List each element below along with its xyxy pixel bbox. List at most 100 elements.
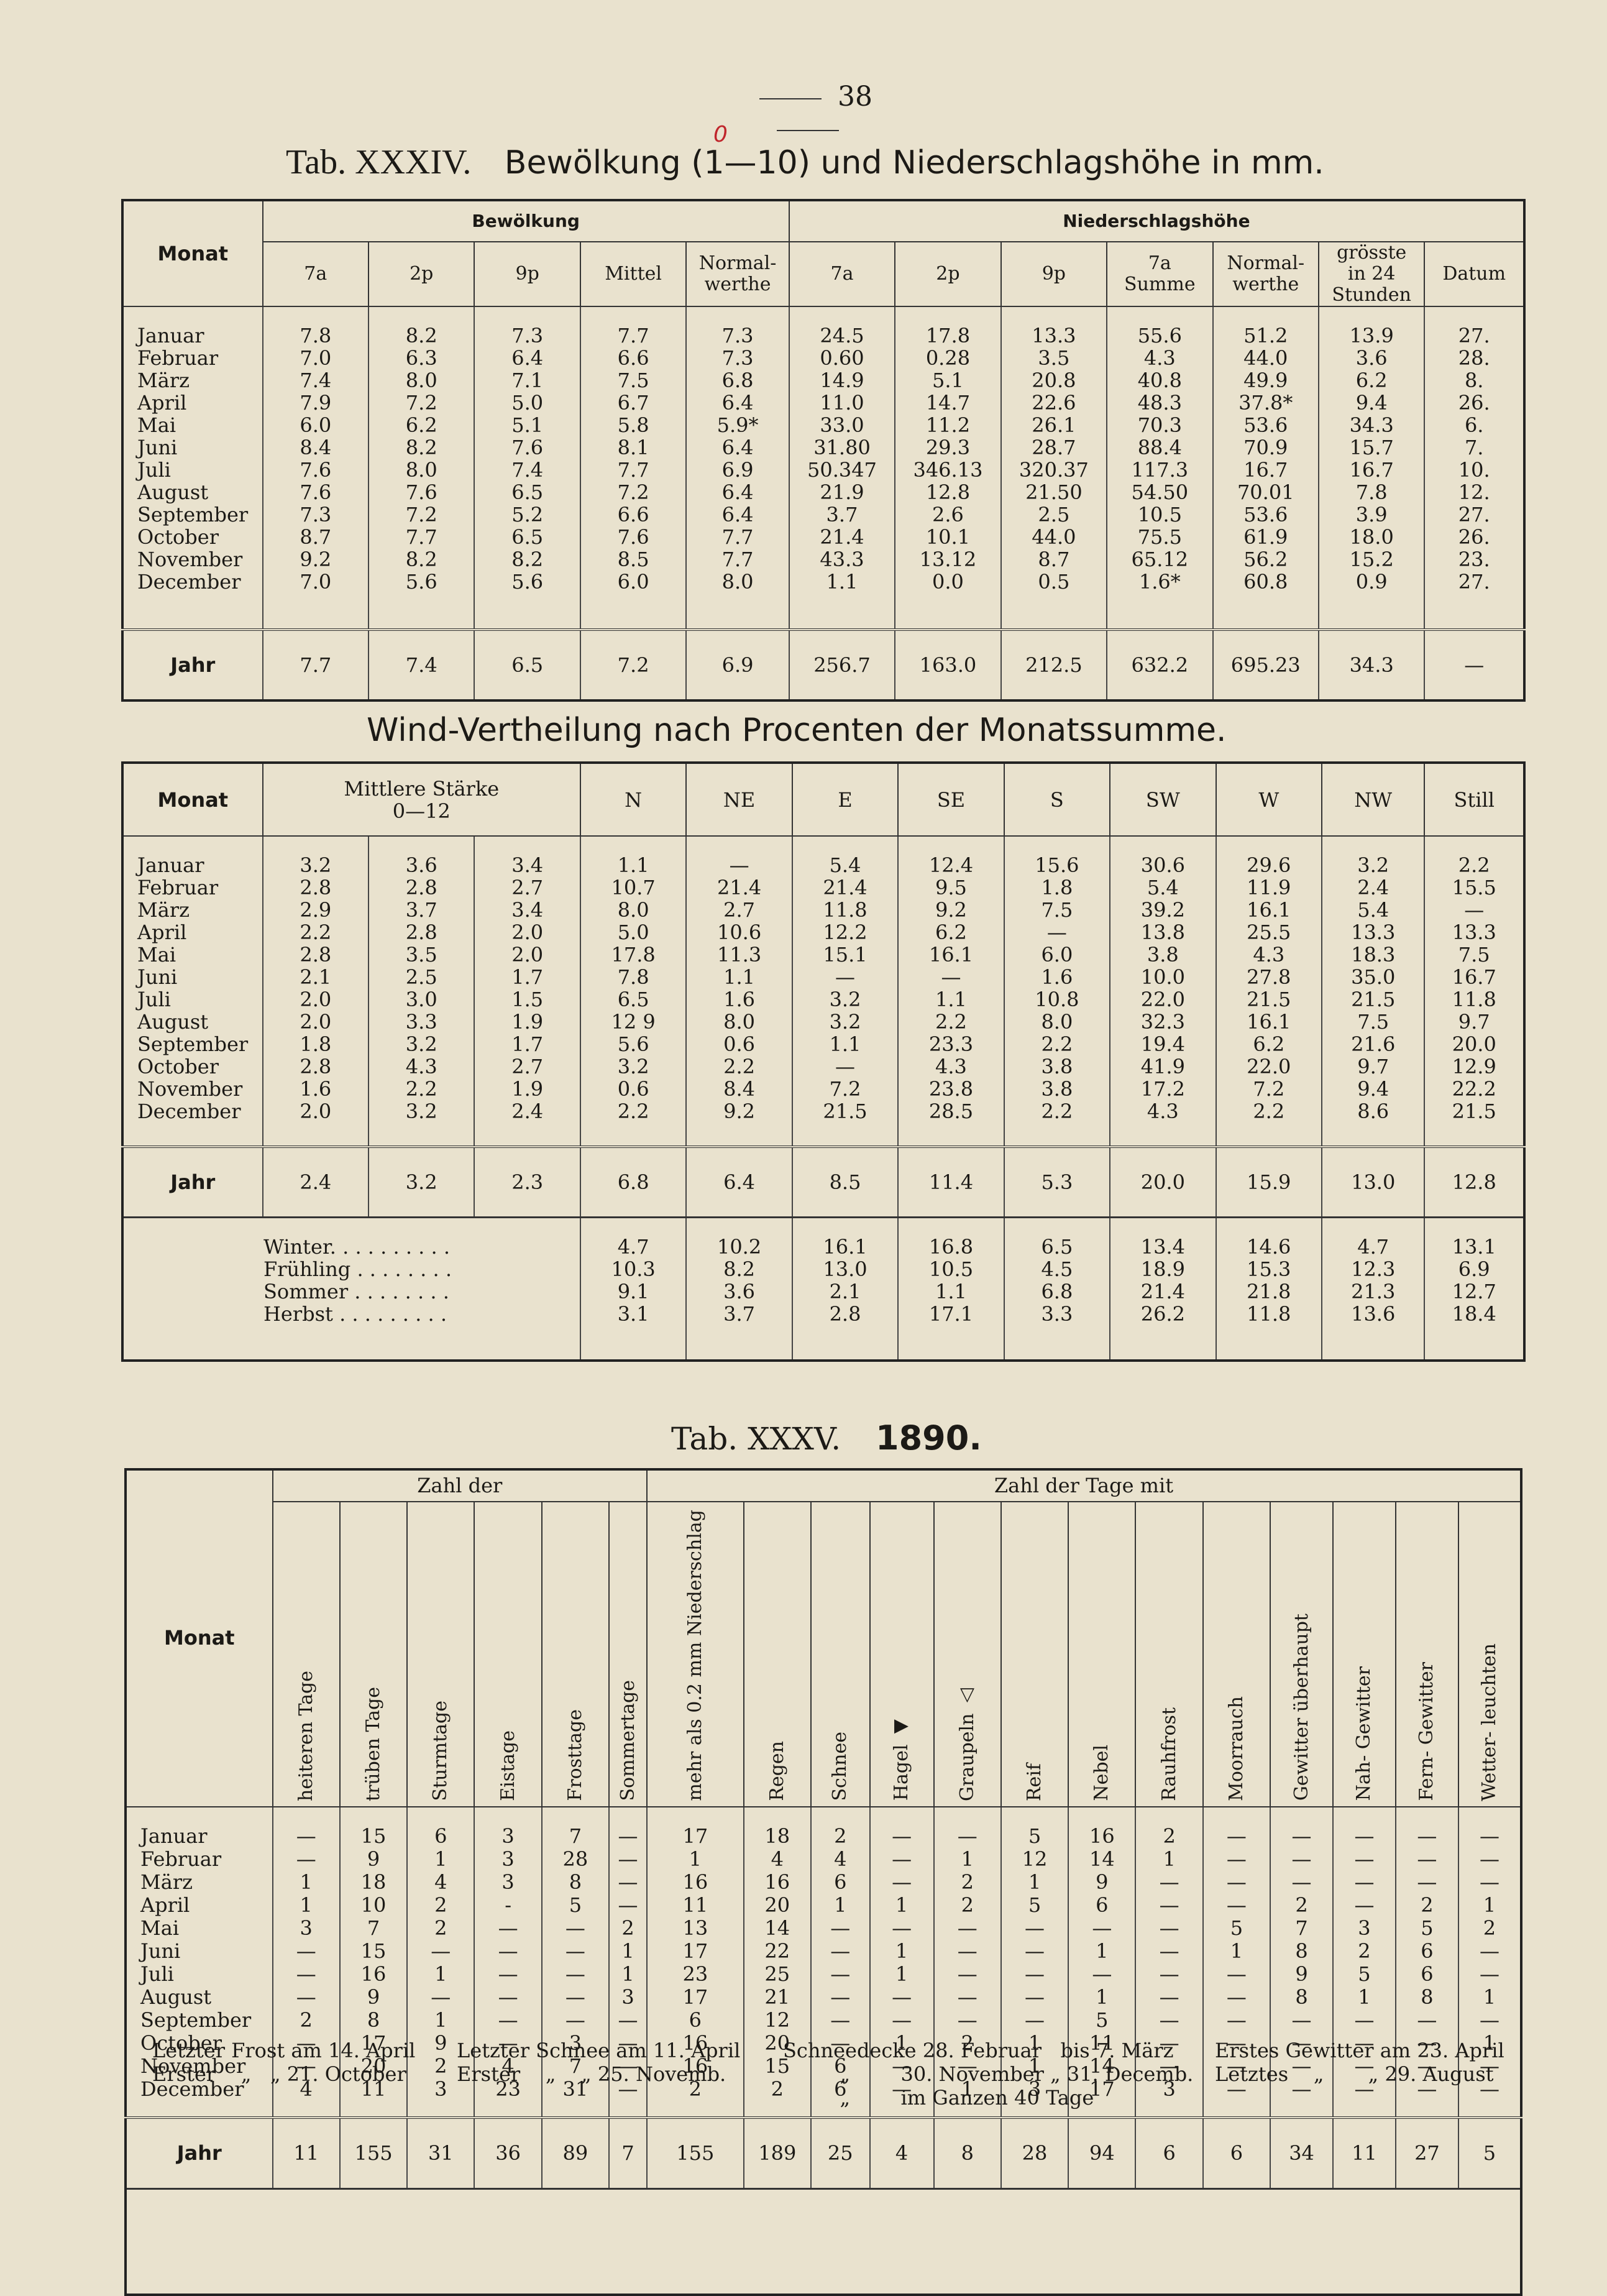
wind-data-value: 11.8: [823, 898, 868, 922]
wind-data-value: 3.2: [405, 1100, 437, 1123]
t34-data-value: 56.2: [1243, 548, 1288, 571]
t35-data-value: 20: [764, 1893, 790, 1917]
wind-data-value: 2.5: [405, 965, 437, 989]
wind-data-value: 1.6: [300, 1077, 332, 1101]
t35-data-value: —: [892, 1847, 912, 1871]
month-name-value: November: [137, 548, 243, 571]
t35-data-value: —: [565, 2008, 585, 2032]
wind-data-value: 23.3: [928, 1032, 974, 1056]
wind-data-value: 22.0: [1247, 1055, 1291, 1078]
season-data-value: 2.1: [829, 1280, 861, 1303]
wind-data-value: 20.0: [1452, 1032, 1496, 1056]
col-header-label: Nebel: [1091, 1745, 1113, 1801]
t35-data-value: 1: [1028, 1870, 1042, 1894]
wind-data-value: 13.3: [1351, 921, 1396, 944]
wind-data-value: 21.6: [1351, 1032, 1396, 1056]
t34-data-value: 18.0: [1349, 525, 1394, 549]
wind-jahr-value: 2.3: [474, 1146, 580, 1218]
t35-data-value: 3: [1028, 2077, 1042, 2101]
t35-data-value: 6: [689, 2008, 702, 2032]
t35-data-value: 6: [1421, 1939, 1434, 1963]
t35-data-value: 3: [434, 2077, 447, 2101]
wind-data-value: 9.2: [723, 1100, 756, 1123]
t34-data-value: 6.4: [511, 346, 544, 370]
wind-data-value: 2.0: [300, 1010, 332, 1034]
t34-data-value: 44.0: [1032, 525, 1076, 549]
wind-data-value: 3.8: [1041, 1077, 1073, 1101]
t34-data-value: 65.12: [1131, 548, 1189, 571]
month-name-value: Februar: [140, 1847, 222, 1871]
t35-data-column: — — — —2 1 1 3— — — —: [608, 1806, 648, 2118]
wind-data-value: —: [941, 965, 961, 989]
t35-jahr-value: 11: [1332, 2116, 1396, 2189]
t34-data-column: 13.9 3.6 6.2 9.4 34.3 15.7 16.7 7.8 3.9 18.0 15.2 0…: [1317, 306, 1425, 630]
wind-data-value: 8.0: [1041, 1010, 1073, 1034]
t35-data-value: —: [565, 1939, 585, 1963]
wind-data-value: 5.6: [617, 1032, 649, 1056]
t35-data-value: —: [1159, 1985, 1179, 2009]
month-name-value: März: [140, 1870, 193, 1894]
t35-data-value: 7: [367, 1916, 380, 1940]
month-name-value: Januar: [137, 853, 204, 877]
month-name-value: August: [137, 480, 209, 504]
t35-data-value: —: [431, 1939, 451, 1963]
t35-data-value: —: [1354, 2008, 1375, 2032]
t34-data-value: 5.2: [511, 503, 544, 526]
t34-data-value: 5.1: [932, 369, 964, 392]
wind-data-value: 3.5: [405, 943, 437, 967]
t34-data-value: 346.13: [913, 458, 983, 482]
col-header: Frosttage: [541, 1501, 610, 1807]
t34-data-column: 24.5 0.60 14.9 11.0 33.0 31.80 50.347 21.9 3.7 21…: [788, 306, 895, 630]
t34-data-value: 7.7: [721, 525, 754, 549]
t35-data-value: 16: [682, 2031, 708, 2055]
wind-data-value: 2.8: [405, 921, 437, 944]
t35-data-value: 1: [621, 1962, 634, 1986]
wind-data-value: 1.7: [511, 1032, 544, 1056]
wind-data-value: 2.0: [511, 943, 544, 967]
t34-data-value: 7.7: [617, 458, 649, 482]
wind-data-value: 1.5: [511, 988, 544, 1011]
col-header: 7a: [262, 241, 370, 307]
t35-data-value: —: [565, 1962, 585, 1986]
col-W: W: [1215, 762, 1322, 837]
t34-data-value: 54.50: [1131, 480, 1189, 504]
t35-data-value: —: [1159, 1870, 1179, 1894]
season-name: Herbst . . . . . . . . .: [263, 1302, 447, 1326]
season-data-value: 21.8: [1247, 1280, 1291, 1303]
t34-data-value: 6.3: [405, 346, 437, 370]
wind-data-value: 21.4: [823, 876, 868, 899]
t35-data-value: 4: [834, 1847, 847, 1871]
wind-data-value: 12.4: [928, 853, 974, 877]
t34-data-value: 7.5: [617, 369, 649, 392]
wind-data-column: —21.4 2.7 10.6 11.3 1.1 1.6 8.0 0.6 2.2 8.4 9.2: [685, 836, 792, 1147]
wind-data-value: 2.7: [723, 898, 756, 922]
t34-data-value: 61.9: [1243, 525, 1288, 549]
t35-data-value: 11: [682, 1893, 708, 1917]
season-name: Winter. . . . . . . . . .: [263, 1235, 451, 1259]
t35-data-value: —: [1025, 1939, 1045, 1963]
t35-data-value: 14: [764, 1916, 790, 1940]
t35-jahr-value: 6: [1135, 2116, 1203, 2189]
t35-data-value: 5: [1028, 1824, 1042, 1848]
wind-data-value: 7.5: [1458, 943, 1490, 967]
col-header-label: Graupeln △: [956, 1685, 978, 1801]
wind-data-value: 6.2: [1253, 1032, 1285, 1056]
t35-data-value: —: [565, 1916, 585, 1940]
col-header: 7a: [788, 241, 896, 307]
t35-data-value: —: [1479, 1870, 1499, 1894]
t34-data-value: 70.3: [1137, 413, 1182, 437]
col-header-label: mehr als 0.2 mm Niederschlag: [684, 1510, 706, 1801]
t35-data-value: —: [830, 2031, 851, 2055]
col-monat: Monat: [125, 1469, 273, 1807]
wind-data-value: 28.5: [928, 1100, 974, 1123]
t34-data-column: 55.6 4.3 40.8 48.3 70.3 88.4 117.3 54.50 10.5 75.…: [1106, 306, 1213, 630]
t35-data-value: 1: [1163, 1847, 1176, 1871]
season-data-value: 17.1: [928, 1302, 974, 1326]
t34-data-value: 7.3: [721, 346, 754, 370]
t34-data-value: 34.3: [1349, 413, 1394, 437]
season-data-value: 8.2: [723, 1257, 756, 1281]
t35-data-value: —: [1159, 1939, 1179, 1963]
t35-data-value: —: [1291, 2031, 1312, 2055]
wind-data-value: 17.2: [1140, 1077, 1185, 1101]
t35-data-value: —: [1479, 1939, 1499, 1963]
